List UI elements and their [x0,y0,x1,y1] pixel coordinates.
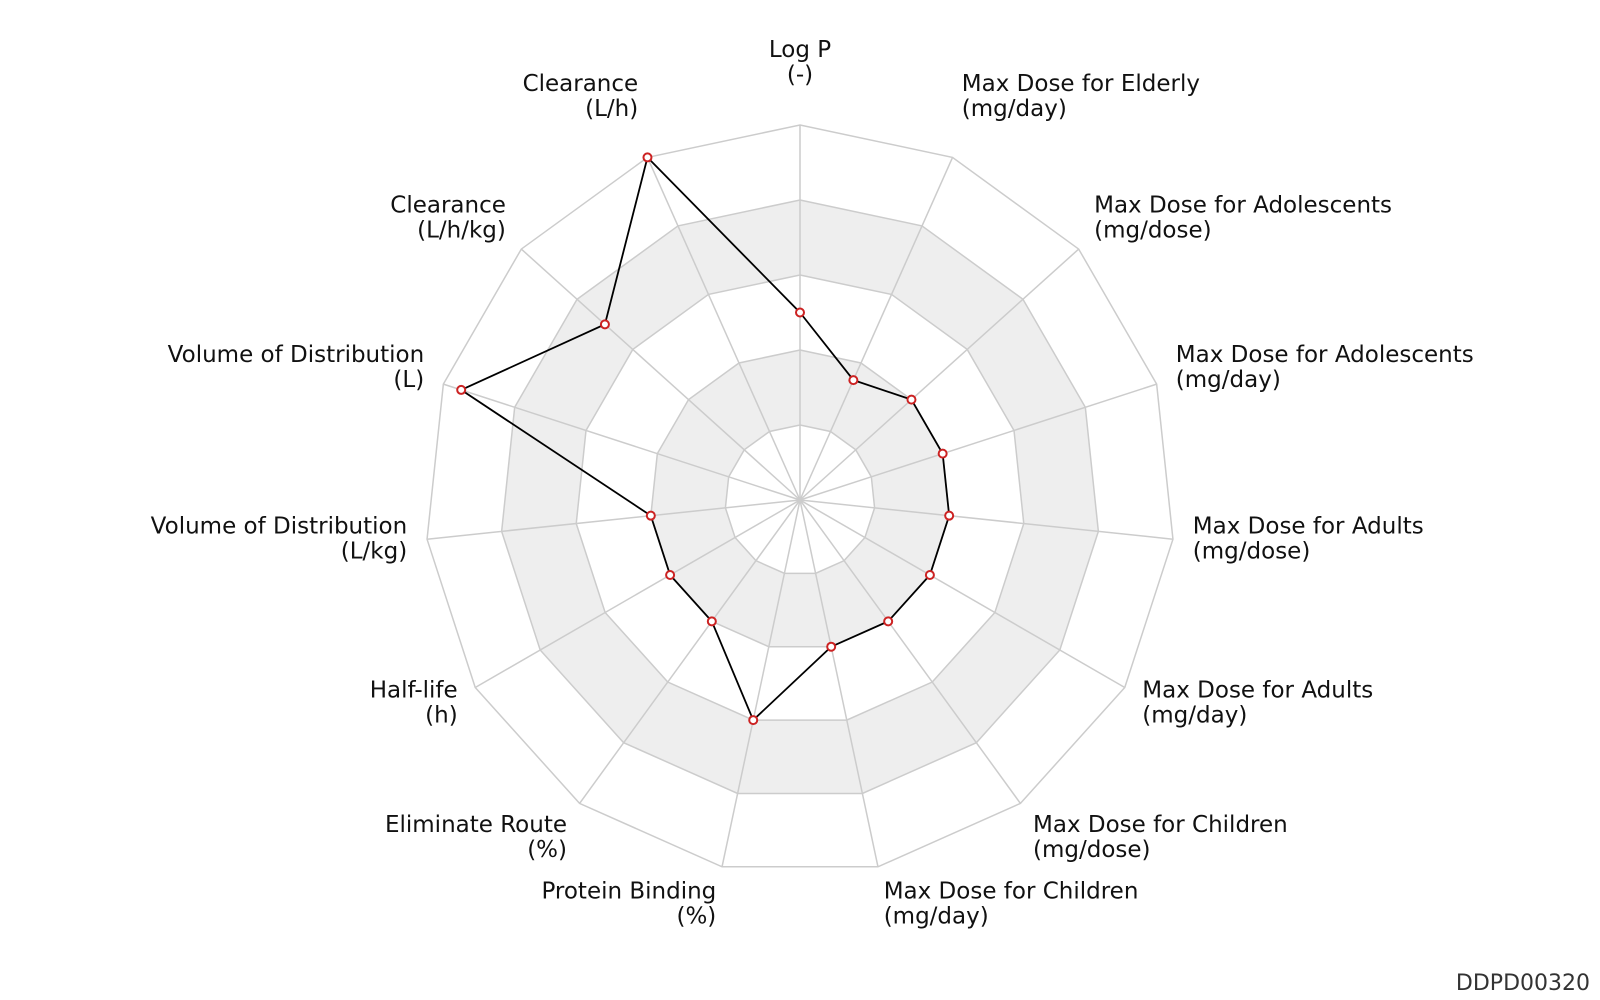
axis-unit-2: (mg/dose) [1094,217,1212,243]
axis-unit-9: (%) [527,837,567,863]
axis-spoke-13 [520,248,801,501]
axis-unit-1: (mg/day) [962,96,1067,122]
data-point-8 [748,715,759,726]
axis-unit-6: (mg/dose) [1033,837,1151,863]
axis-spoke-3 [799,383,1157,501]
data-point-11 [645,510,656,521]
axis-label-7: Max Dose for Children [884,878,1139,904]
axis-label-6: Max Dose for Children [1033,812,1288,838]
axis-label-10: Half-life [370,678,458,704]
data-point-12 [456,384,467,395]
axis-label-1: Max Dose for Elderly [962,71,1200,97]
axis-spoke-6 [799,499,1022,804]
axis-label-12: Volume of Distribution [168,342,425,368]
data-point-7 [826,641,837,652]
data-point-10 [665,570,676,580]
data-point-2 [906,394,917,405]
axis-spoke-8 [721,499,801,867]
data-point-6 [883,616,894,627]
axis-label-2: Max Dose for Adolescents [1094,192,1392,218]
axis-label-14: Clearance [523,71,639,97]
axis-unit-10: (h) [425,703,458,729]
watermark-id: DDPD00320 [1456,971,1590,996]
series-line [459,155,951,722]
axis-label-4: Max Dose for Adults [1193,513,1424,539]
axis-spoke-1 [799,157,954,501]
data-series [456,152,955,726]
data-point-9 [706,616,717,627]
axis-unit-7: (mg/day) [884,903,989,929]
axis-label-5: Max Dose for Adults [1142,678,1373,704]
axis-spoke-4 [799,499,1174,540]
data-point-13 [599,319,610,330]
axis-unit-4: (mg/dose) [1193,538,1311,564]
axis-spoke-10 [474,499,801,689]
axis-spoke-14 [646,157,801,501]
axis-unit-13: (L/h/kg) [417,217,506,243]
data-point-5 [924,570,935,580]
data-point-4 [944,510,955,521]
data-point-0 [795,307,805,318]
axis-label-11: Volume of Distribution [151,513,408,539]
axis-label-3: Max Dose for Adolescents [1176,342,1474,368]
axis-label-8: Protein Binding [541,878,716,904]
axis-label-13: Clearance [390,192,506,218]
axis-unit-3: (mg/day) [1176,367,1281,393]
axis-label-0: Log P [769,37,831,63]
axis-unit-5: (mg/day) [1142,703,1247,729]
axis-spoke-2 [799,248,1080,501]
axis-spoke-5 [799,499,1126,689]
axis-spoke-12 [443,383,801,501]
axis-unit-8: (%) [676,903,716,929]
axis-unit-14: (L/h) [585,96,638,122]
axis-labels: Log P(-) Max Dose for Elderly(mg/day)Max … [151,37,1474,929]
axis-spoke-7 [799,499,879,867]
axis-spoke-9 [578,499,801,804]
data-point-14 [642,152,653,163]
axis-unit-11: (L/kg) [341,538,407,564]
axis-spoke-11 [426,499,801,540]
axis-label-9: Eliminate Route [385,812,567,838]
axis-unit-12: (L) [393,367,424,393]
data-point-3 [937,448,948,459]
data-point-1 [848,375,859,386]
axis-unit-0: (-) [787,62,813,88]
